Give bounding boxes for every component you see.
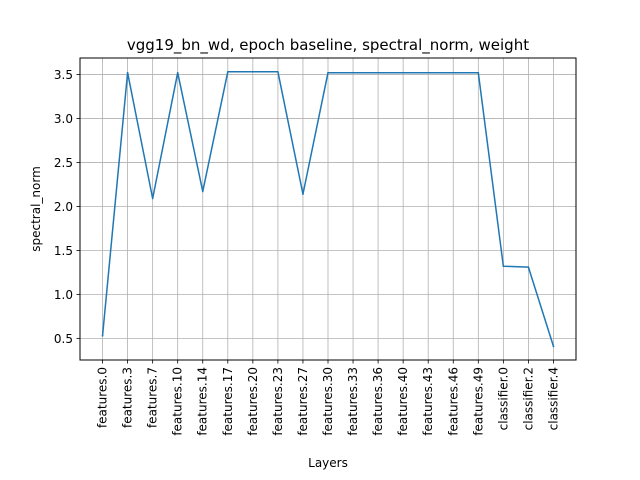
data-point [277, 71, 279, 73]
y-axis-label: spectral_norm [29, 166, 43, 252]
x-tick-label: classifier.4 [546, 367, 560, 430]
data-point [327, 71, 329, 74]
x-tick-label: features.43 [421, 367, 435, 436]
x-tick-label: features.49 [471, 367, 485, 436]
data-point [176, 71, 179, 74]
x-tick-label: features.3 [121, 367, 135, 428]
x-tick-label: features.27 [296, 367, 310, 436]
data-point [402, 71, 404, 74]
y-tick-label: 2.0 [54, 200, 73, 214]
data-point [477, 71, 480, 74]
chart-title: vgg19_bn_wd, epoch baseline, spectral_no… [127, 36, 529, 55]
grid-lines [80, 58, 576, 360]
data-point [126, 71, 129, 74]
x-tick-label: features.40 [396, 367, 410, 436]
x-tick-label: features.36 [371, 367, 385, 436]
y-tick-label: 1.5 [54, 244, 73, 258]
y-tick-label: 1.0 [54, 288, 73, 302]
x-tick-label: features.14 [196, 367, 210, 436]
x-tick-label: features.7 [146, 367, 160, 428]
data-point [226, 71, 229, 73]
data-point [151, 197, 154, 200]
series-layer [101, 71, 555, 348]
x-tick-label: features.20 [246, 367, 260, 436]
x-tick-label: features.10 [171, 367, 185, 436]
data-point [302, 193, 304, 195]
data-point [252, 71, 254, 73]
data-point [377, 71, 379, 74]
y-tick-label: 3.0 [54, 112, 73, 126]
y-tick-label: 2.5 [54, 156, 73, 170]
x-axis: features.0 features.3 features.7 features.1… [96, 360, 560, 436]
x-tick-label: classifier.0 [496, 367, 510, 430]
x-tick-label: features.46 [446, 367, 460, 436]
x-tick-label: features.0 [96, 367, 110, 428]
data-point [527, 266, 530, 268]
y-axis: 0.5 1.0 1.5 2.0 2.5 3.0 3.5 [54, 68, 80, 346]
x-tick-label: features.17 [221, 367, 235, 436]
data-point [352, 71, 354, 74]
x-tick-label: classifier.2 [521, 367, 535, 430]
y-tick-label: 0.5 [54, 332, 73, 346]
data-point [502, 265, 505, 268]
x-axis-label: Layers [308, 456, 348, 470]
x-tick-label: features.33 [346, 367, 360, 436]
x-tick-label: features.23 [271, 367, 285, 436]
data-point [201, 190, 204, 193]
data-point [552, 345, 555, 348]
data-point [427, 71, 430, 74]
data-point [452, 71, 455, 74]
x-tick-label: features.30 [321, 367, 335, 436]
y-tick-label: 3.5 [54, 68, 73, 82]
data-point [101, 334, 104, 337]
